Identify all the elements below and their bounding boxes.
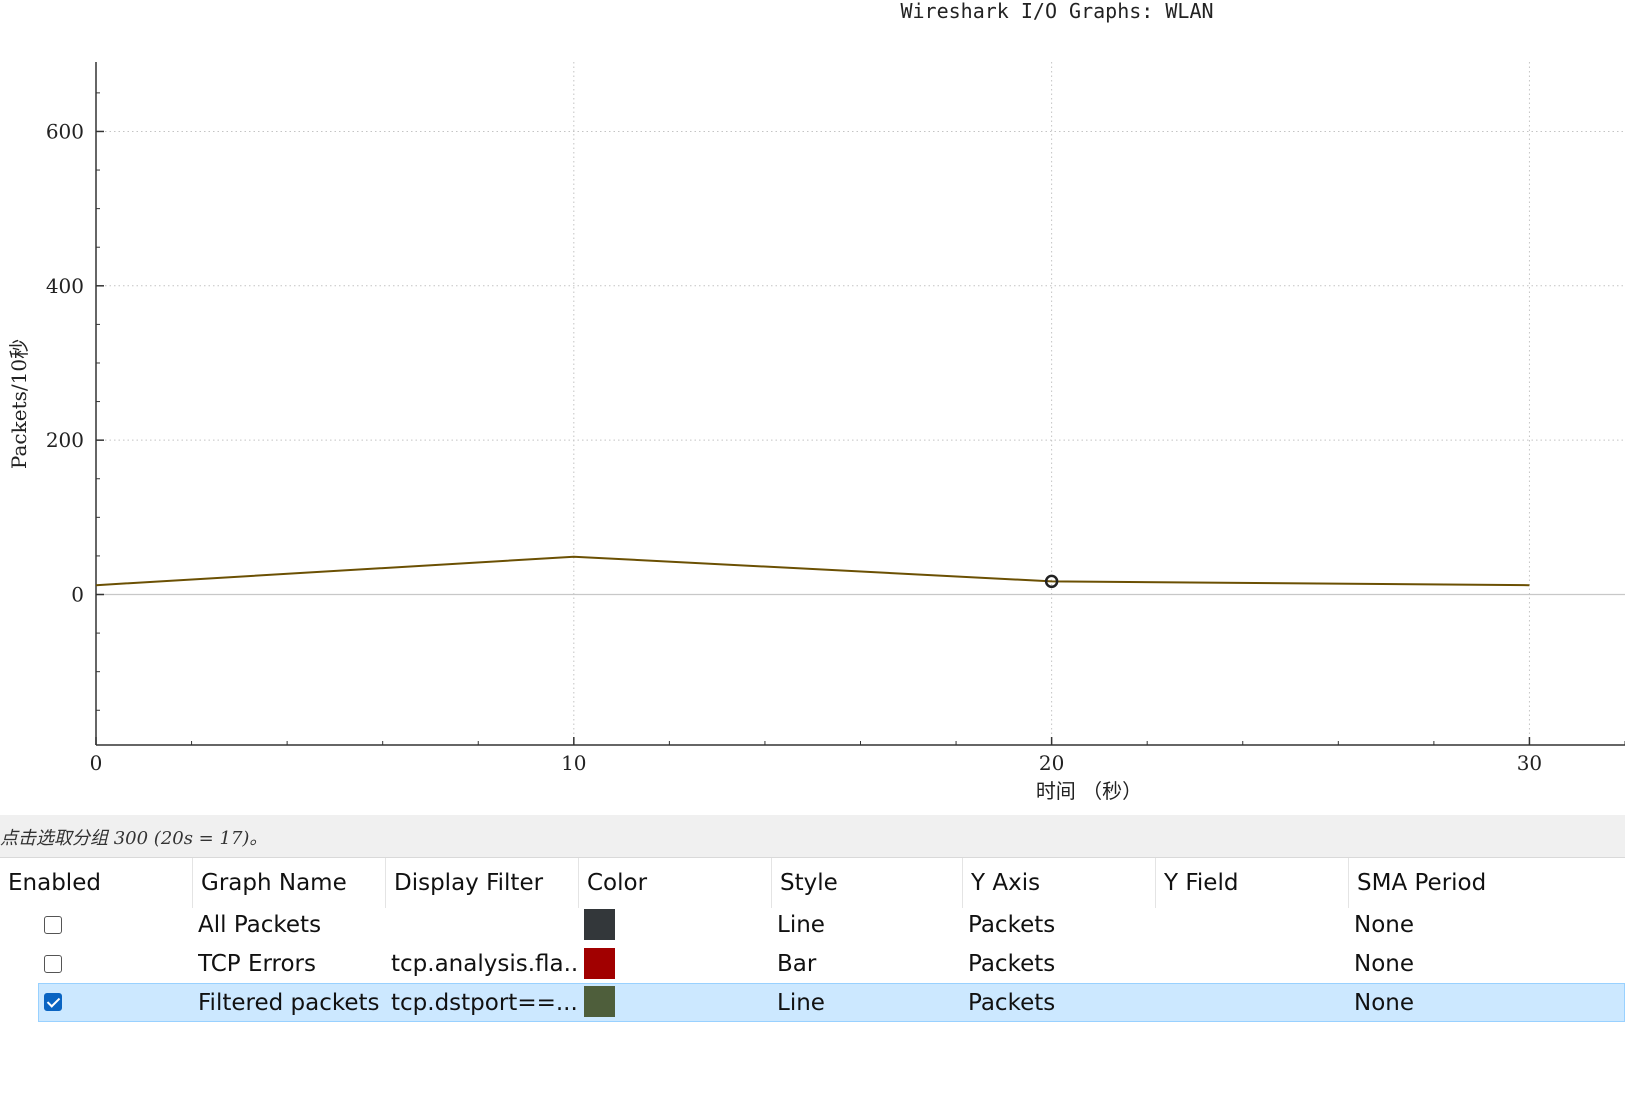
- gridlines: [96, 62, 1625, 745]
- y-tick-label: 600: [46, 119, 84, 143]
- header-style[interactable]: Style: [771, 858, 962, 908]
- graph-name-cell: All Packets: [198, 912, 322, 938]
- enabled-checkbox[interactable]: [44, 993, 62, 1011]
- display-filter-cell[interactable]: tcp.analysis.fla...: [391, 951, 576, 977]
- table-header: Enabled Graph Name Display Filter Color …: [0, 858, 1625, 908]
- y-field-cell[interactable]: [1161, 906, 1341, 944]
- status-text: 点击选取分组 300 (20s = 17)。: [0, 828, 268, 849]
- table-row-all-packets[interactable]: All Packets Line Packets None: [0, 906, 1625, 944]
- series-line-filtered-packets: [95, 555, 1530, 587]
- io-graph-chart[interactable]: Wireshark I/O Graphs: WLAN 0 200 400 600 0 10…: [0, 0, 1625, 815]
- series-layer: [95, 555, 1530, 589]
- x-tick-label: 10: [561, 751, 586, 775]
- x-axis-label: 时间 （秒）: [1036, 779, 1142, 803]
- sma-period-cell[interactable]: None: [1354, 990, 1415, 1016]
- sma-period-cell[interactable]: None: [1354, 912, 1415, 938]
- y-axis-cell[interactable]: Packets: [968, 912, 1056, 938]
- y-field-cell[interactable]: [1161, 945, 1341, 983]
- graph-name-cell: Filtered packets: [198, 990, 380, 1016]
- table-row-tcp-errors[interactable]: TCP Errors tcp.analysis.fla... Bar Packe…: [0, 945, 1625, 983]
- header-graph-name[interactable]: Graph Name: [192, 858, 385, 908]
- y-axis-cell[interactable]: Packets: [968, 990, 1056, 1016]
- y-tick-label: 400: [46, 274, 84, 298]
- header-y-axis[interactable]: Y Axis: [962, 858, 1155, 908]
- x-tick-label: 0: [90, 751, 103, 775]
- tick-labels: 0 200 400 600 0 10 20 30: [46, 119, 1542, 775]
- style-cell[interactable]: Line: [777, 912, 825, 938]
- color-swatch[interactable]: [584, 986, 615, 1017]
- y-field-cell[interactable]: [1161, 984, 1341, 1022]
- color-swatch[interactable]: [584, 909, 615, 940]
- header-display-filter[interactable]: Display Filter: [385, 858, 578, 908]
- display-filter-cell[interactable]: [391, 906, 576, 944]
- y-tick-label: 200: [46, 428, 84, 452]
- graph-table: Enabled Graph Name Display Filter Color …: [0, 858, 1625, 1119]
- status-bar: 点击选取分组 300 (20s = 17)。: [0, 815, 1625, 858]
- style-cell[interactable]: Bar: [777, 951, 817, 977]
- header-sma-period[interactable]: SMA Period: [1348, 858, 1625, 908]
- y-axis-label: Packets/10秒: [7, 339, 31, 469]
- chart-title: Wireshark I/O Graphs: WLAN: [900, 0, 1213, 23]
- enabled-checkbox[interactable]: [44, 955, 62, 973]
- graph-name-cell: TCP Errors: [198, 951, 316, 977]
- enabled-checkbox[interactable]: [44, 916, 62, 934]
- y-axis-cell[interactable]: Packets: [968, 951, 1056, 977]
- table-row-filtered-packets[interactable]: Filtered packets tcp.dstport==... Line P…: [38, 983, 1625, 1022]
- selected-packet-marker: [1044, 574, 1059, 589]
- style-cell[interactable]: Line: [777, 990, 825, 1016]
- y-tick-label: 0: [71, 583, 84, 607]
- sma-period-cell[interactable]: None: [1354, 951, 1415, 977]
- x-tick-label: 20: [1039, 751, 1064, 775]
- color-swatch[interactable]: [584, 948, 615, 979]
- display-filter-cell[interactable]: tcp.dstport==...: [391, 990, 576, 1016]
- header-enabled[interactable]: Enabled: [8, 870, 101, 896]
- tick-marks: [95, 92, 1625, 745]
- header-y-field[interactable]: Y Field: [1155, 858, 1348, 908]
- header-color[interactable]: Color: [578, 858, 771, 908]
- x-tick-label: 30: [1517, 751, 1542, 775]
